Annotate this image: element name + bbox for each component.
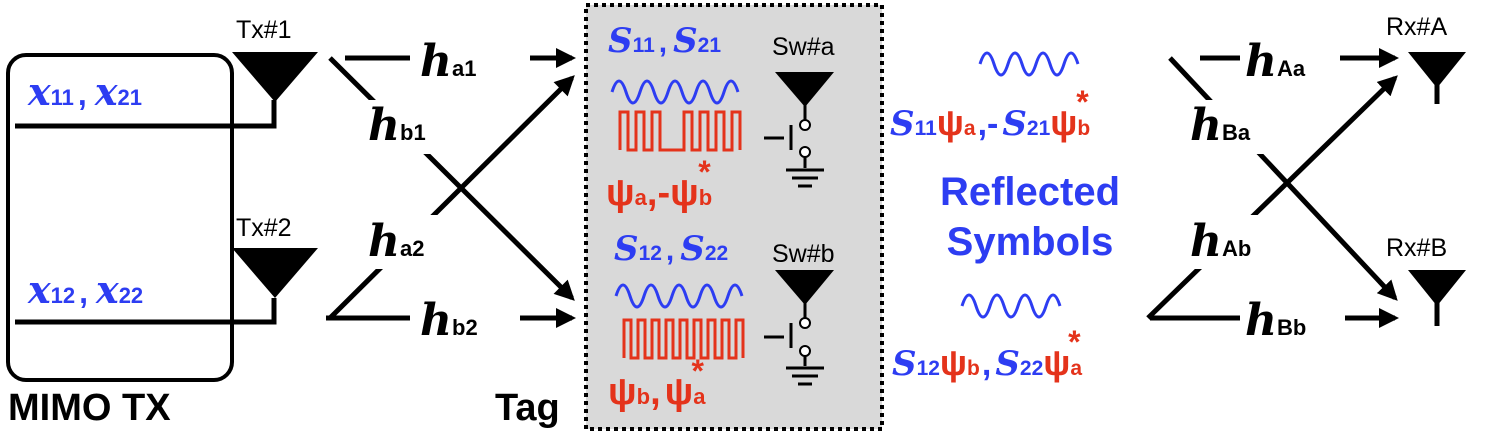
channel-a1-label: ha1 — [420, 36, 476, 87]
tag-label: Tag — [495, 387, 560, 429]
tag-sb-name: Sw#b — [772, 240, 835, 268]
channel-a2-label: ha2 — [368, 216, 424, 267]
tag-sa-symbols: S11, S21 — [608, 21, 721, 61]
mimo-tx-label: MIMO TX — [8, 387, 171, 429]
channel-bb-label: hBb — [1245, 295, 1306, 346]
tag-sb-ground-icon — [786, 366, 824, 386]
channel-aa-label: hAa — [1245, 36, 1306, 87]
channel-b1-arrow — [328, 56, 575, 301]
tag-sa-name: Sw#a — [772, 33, 835, 61]
reflected-title-2: Symbols — [947, 220, 1114, 264]
reflected-wave-b — [960, 293, 1062, 319]
tx1-antenna-icon — [232, 52, 318, 102]
reflected-wave-a — [978, 51, 1080, 77]
tag-sa-psi: ψa,-ψb* — [606, 154, 712, 214]
tag-sb-symbols: S12, S22 — [614, 229, 728, 269]
mimo-tx-symbols-1: x11, x21 — [27, 69, 142, 114]
channel-ab-label: hAb — [1190, 216, 1251, 267]
tx1-label: Tx#1 — [236, 16, 292, 44]
tx2-antenna-icon — [232, 248, 318, 298]
tag-sa-ground-icon — [786, 168, 824, 188]
tag-sb-square-wave — [622, 318, 745, 360]
channel-ba-label: hBa — [1190, 100, 1251, 151]
tx2-label: Tx#2 — [236, 214, 292, 242]
reflected-symbols-b: S12ψb, S22ψa* — [892, 324, 1082, 384]
channel-b1-label: hb1 — [368, 100, 426, 151]
rxb-label: Rx#B — [1386, 234, 1447, 262]
channel-b2-label: hb2 — [420, 295, 478, 346]
tag-sa-switch-icon — [764, 119, 811, 168]
feed-line-1 — [15, 100, 277, 129]
tag-sa-antenna-icon — [775, 72, 834, 120]
tag-sb-psi: ψb, ψa* — [608, 353, 706, 413]
rxa-label: Rx#A — [1386, 13, 1447, 41]
tag-sb-carrier-wave — [614, 283, 744, 309]
tag-box — [584, 3, 884, 431]
feed-line-2 — [15, 298, 277, 325]
channel-ba-arrow — [1168, 56, 1398, 301]
mimo-tx-symbols-2: x12, x22 — [27, 267, 143, 312]
rxa-antenna-icon — [1408, 52, 1466, 104]
mimo-tx-box — [6, 53, 234, 382]
tag-sb-antenna-icon — [775, 270, 834, 318]
channel-a2-arrow — [328, 75, 575, 320]
tag-sb-switch-icon — [764, 317, 811, 366]
tag-sa-square-wave — [618, 110, 742, 152]
tag-sa-carrier-wave — [610, 79, 740, 105]
rxb-antenna-icon — [1408, 270, 1466, 326]
reflected-title-1: Reflected — [940, 170, 1120, 214]
reflected-symbols-a: S11ψa,- S21ψb* — [890, 84, 1090, 144]
channel-ab-arrow — [1146, 75, 1398, 320]
